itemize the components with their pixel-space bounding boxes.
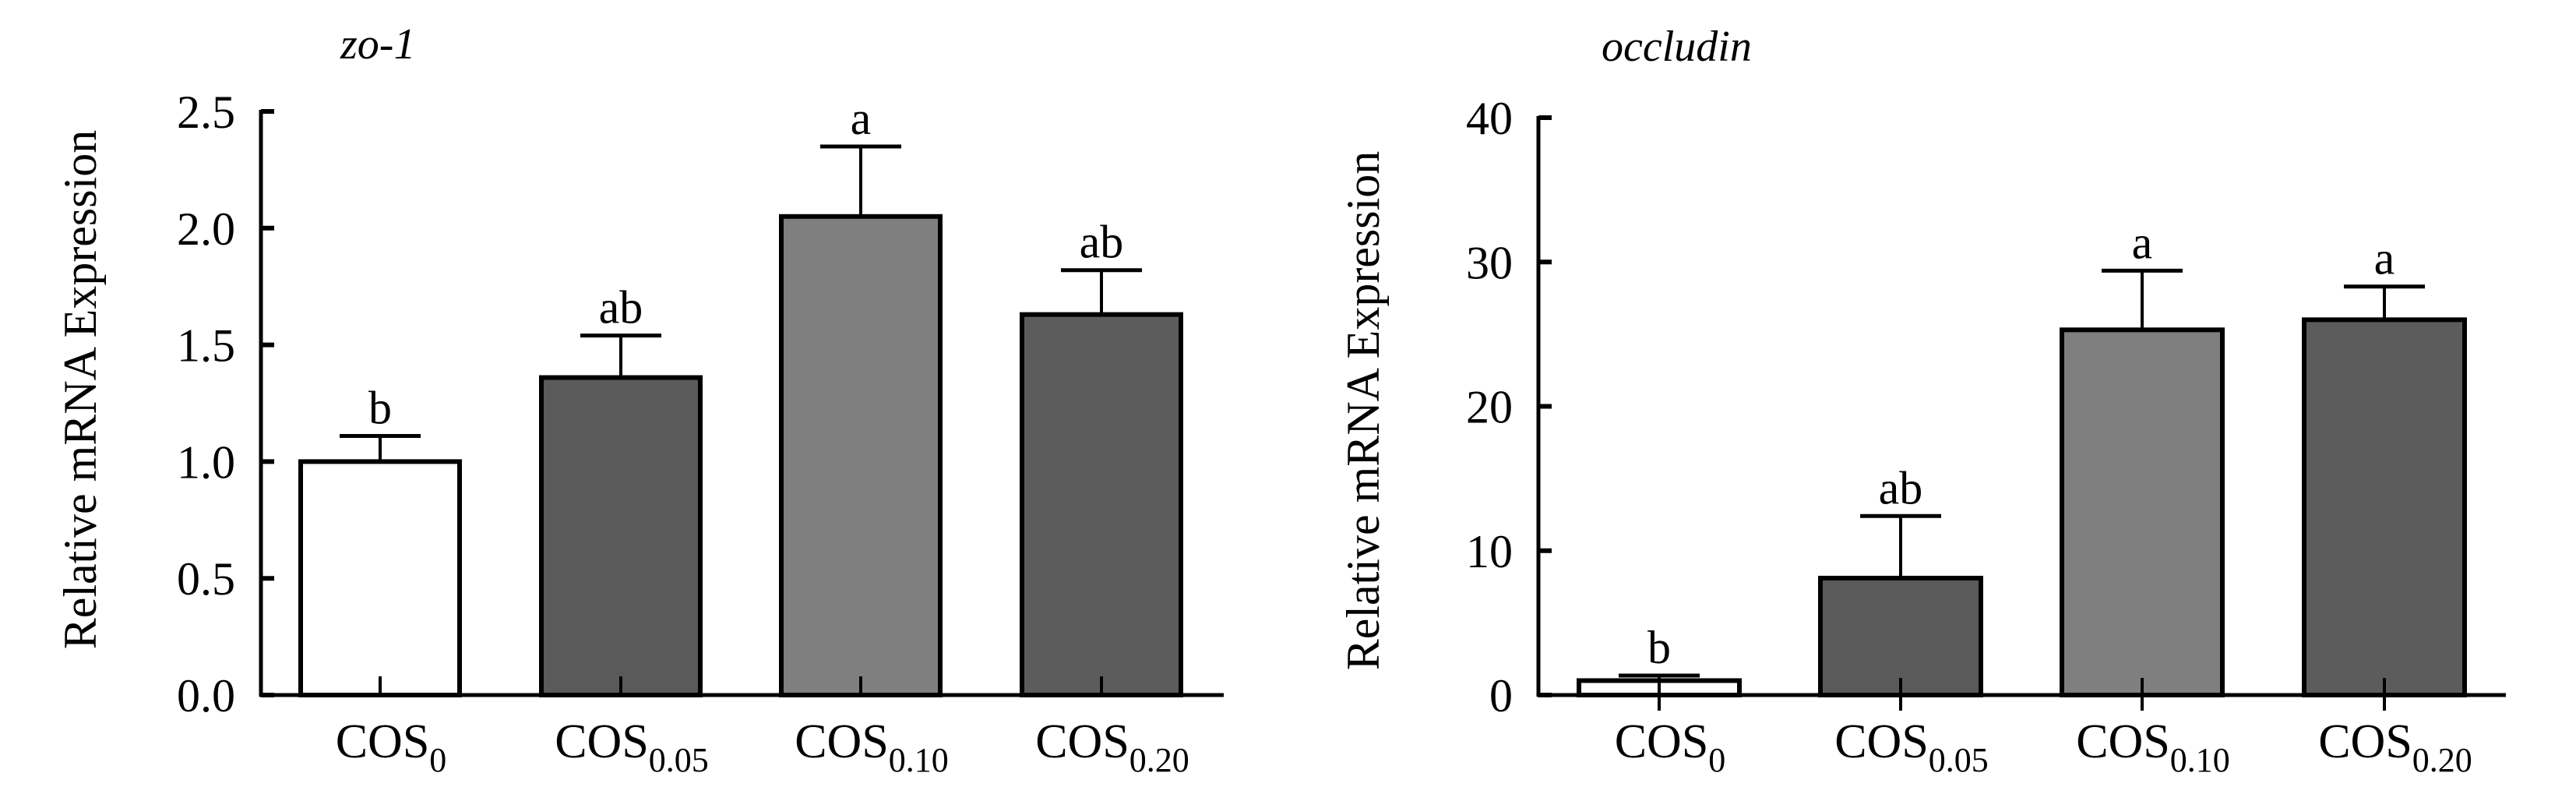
x-tick-label-main: COS	[1035, 715, 1129, 768]
x-tick-label-subscript: 0	[429, 741, 446, 779]
x-tick-label: COS0	[1615, 715, 1726, 779]
bar	[1020, 312, 1183, 697]
chart-title: zo-1	[340, 20, 415, 69]
x-tick-label-main: COS	[336, 715, 430, 768]
y-tick-label: 30	[1466, 237, 1513, 288]
significance-label: a	[851, 93, 872, 144]
x-tick-label-subscript: 0	[1708, 741, 1725, 779]
bar	[779, 213, 943, 697]
x-tick-label-main: COS	[1615, 715, 1709, 768]
bar	[298, 459, 462, 698]
x-tick-label: COS0.05	[555, 715, 709, 779]
significance-label: b	[1647, 622, 1671, 673]
significance-label: b	[368, 382, 392, 433]
x-tick-label: COS0.10	[795, 715, 949, 779]
x-tick-label-subscript: 0.05	[1929, 741, 1989, 779]
x-tick-label: COS0.20	[2318, 715, 2472, 779]
bar	[2060, 327, 2225, 697]
y-tick-label: 20	[1466, 382, 1513, 433]
x-tick-label-main: COS	[1834, 715, 1929, 768]
y-axis-label: Relative mRNA Expression	[1337, 151, 1389, 671]
significance-label: ab	[1879, 462, 1923, 513]
x-tick-label-subscript: 0.05	[649, 741, 709, 779]
x-tick-label-subscript: 0.20	[1129, 741, 1189, 779]
x-tick-label: COS0.10	[2076, 715, 2230, 779]
x-tick-label-subscript: 0.10	[2170, 741, 2230, 779]
chart-title: occludin	[1602, 23, 1752, 71]
bar	[2302, 317, 2467, 697]
x-tick-label-main: COS	[795, 715, 889, 768]
y-tick-label: 1.0	[177, 436, 235, 488]
y-tick-label: 2.5	[177, 86, 235, 138]
x-tick-label-main: COS	[2076, 715, 2170, 768]
y-tick-label: 0.5	[177, 553, 235, 605]
x-tick-label: COS0.20	[1035, 715, 1189, 779]
y-tick-label: 2.0	[177, 203, 235, 255]
x-tick-label: COS0.05	[1834, 715, 1989, 779]
x-tick-label: COS0	[336, 715, 447, 779]
y-tick-label: 10	[1466, 526, 1513, 577]
significance-label: a	[2374, 233, 2395, 284]
y-tick-label: 1.5	[177, 320, 235, 372]
bar	[539, 375, 703, 697]
y-tick-label: 0.0	[177, 670, 235, 722]
x-tick-label-main: COS	[2318, 715, 2412, 768]
bar	[1818, 575, 1983, 698]
x-tick-label-subscript: 0.10	[889, 741, 949, 779]
y-axis-label: Relative mRNA Expression	[55, 130, 106, 650]
panel-occludin: occludin Relative mRNA Expression b ab a a 0 10…	[1337, 23, 2506, 779]
significance-label: a	[2132, 217, 2153, 268]
y-tick-label: 40	[1466, 93, 1513, 144]
panel-zo-1: zo-1 Relative mRNA Expression b ab a ab 0.0 0.5…	[55, 20, 1224, 779]
x-tick-label-main: COS	[555, 715, 649, 768]
y-tick-label: 0	[1489, 670, 1513, 722]
x-tick-label-subscript: 0.20	[2412, 741, 2472, 779]
significance-label: ab	[599, 282, 643, 333]
significance-label: ab	[1080, 217, 1124, 268]
